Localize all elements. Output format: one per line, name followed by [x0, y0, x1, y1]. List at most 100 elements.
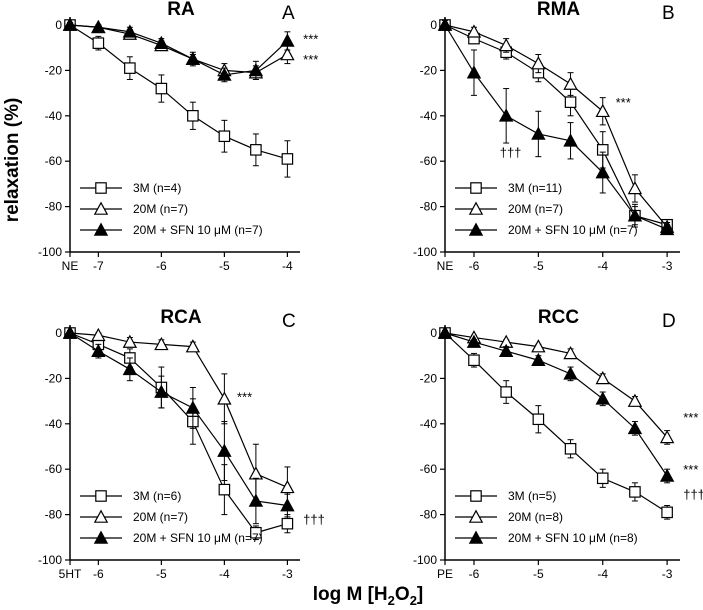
data-point: [250, 526, 262, 539]
data-point: [498, 37, 514, 52]
data-point: [532, 413, 545, 426]
y-tick-label: 0: [430, 18, 437, 32]
data-point: [437, 17, 453, 31]
data-point: [563, 345, 578, 360]
y-tick-label: -100: [38, 245, 62, 259]
data-point: [122, 24, 138, 38]
data-point: [627, 420, 643, 435]
x-axis-label-mid: O: [395, 584, 410, 605]
data-point: [595, 103, 610, 118]
y-tick-label: -80: [45, 200, 63, 214]
data-point: [280, 47, 295, 61]
x-tick-label: -4: [597, 567, 608, 581]
legend-label: 20M + SFN 10 μM (n=8): [508, 531, 638, 545]
legend-label: 20M (n=7): [508, 202, 563, 216]
data-point: [154, 336, 169, 351]
x-tick-label: 5HT: [59, 567, 82, 581]
legend-label: 3M (n=11): [508, 181, 562, 195]
data-point: [281, 517, 294, 530]
y-tick-label: -100: [413, 245, 437, 259]
data-point: [91, 327, 106, 342]
data-point: [629, 486, 641, 498]
x-tick-label: -3: [282, 567, 293, 581]
data-point: [437, 325, 453, 339]
x-axis-label-main: log M [H: [313, 584, 388, 605]
y-tick-label: -80: [45, 508, 63, 522]
y-tick-label: -20: [420, 371, 438, 385]
legend-marker: [93, 509, 109, 523]
y-tick-label: 0: [55, 326, 62, 340]
legend-label: 20M (n=8): [508, 510, 563, 524]
data-point: [124, 62, 136, 74]
data-point: [217, 443, 232, 457]
data-point: [627, 208, 643, 222]
series-1: [64, 19, 294, 178]
x-tick-label: -4: [219, 567, 230, 581]
significance-annotation: ***: [303, 52, 318, 67]
y-tick-label: -20: [45, 371, 63, 385]
x-tick-label: -6: [156, 259, 167, 273]
data-point: [62, 325, 78, 339]
data-point: [91, 343, 106, 357]
data-point: [466, 24, 482, 38]
series-line: [69, 332, 288, 488]
data-point: [92, 37, 105, 49]
data-point: [248, 466, 264, 480]
legend: 3M (n=5) 20M (n=8) 20M + SFN 10 μM (n=8): [455, 489, 638, 545]
x-tick-label: -4: [282, 259, 293, 273]
y-tick-label: 0: [430, 326, 437, 340]
data-point: [185, 339, 201, 353]
x-tick-label: PE: [437, 567, 453, 581]
data-point: [531, 339, 546, 353]
data-point: [659, 429, 675, 444]
data-point: [248, 62, 264, 77]
legend-marker: [468, 530, 484, 544]
panel-title: RCC: [538, 307, 579, 328]
y-tick-label: -100: [413, 553, 437, 567]
legend-label: 3M (n=6): [133, 489, 181, 503]
data-point: [627, 180, 643, 195]
y-tick-label: -60: [420, 462, 438, 476]
legend-marker: [95, 490, 107, 502]
data-point: [595, 391, 610, 405]
x-tick-label: NE: [62, 259, 79, 273]
significance-annotation: ***: [616, 95, 631, 110]
panel-letter: B: [662, 3, 675, 24]
data-point: [564, 96, 577, 108]
data-point: [498, 108, 514, 122]
series-line: [69, 332, 288, 507]
legend-label: 20M (n=7): [133, 202, 188, 216]
data-point: [500, 386, 512, 398]
data-point: [217, 391, 232, 405]
x-tick-label: -7: [93, 259, 104, 273]
panel-title: RCA: [160, 307, 201, 328]
y-axis-label: relaxation (%): [2, 98, 23, 223]
data-point: [280, 498, 295, 512]
data-point: [466, 65, 482, 79]
legend-label: 20M + SFN 10 μM (n=7): [133, 223, 263, 237]
data-point: [531, 352, 546, 367]
legend-marker: [468, 201, 484, 215]
legend-label: 3M (n=4): [133, 181, 181, 195]
data-point: [498, 343, 514, 357]
y-tick-label: -40: [420, 109, 438, 123]
data-point: [155, 82, 168, 95]
series-3: [62, 325, 295, 525]
legend-marker: [468, 222, 484, 236]
x-axis-label-sub2: 2: [410, 593, 417, 608]
legend-marker: [468, 509, 484, 523]
y-tick-label: -60: [420, 154, 438, 168]
data-point: [596, 472, 609, 485]
y-tick-label: -60: [45, 462, 63, 476]
data-point: [659, 468, 675, 482]
legend-marker: [95, 182, 107, 194]
data-point: [218, 483, 231, 496]
x-axis-label-end: ]: [417, 584, 423, 605]
legend-label: 20M + SFN 10 μM (n=7): [508, 223, 638, 237]
legend-label: 20M (n=7): [133, 510, 188, 524]
